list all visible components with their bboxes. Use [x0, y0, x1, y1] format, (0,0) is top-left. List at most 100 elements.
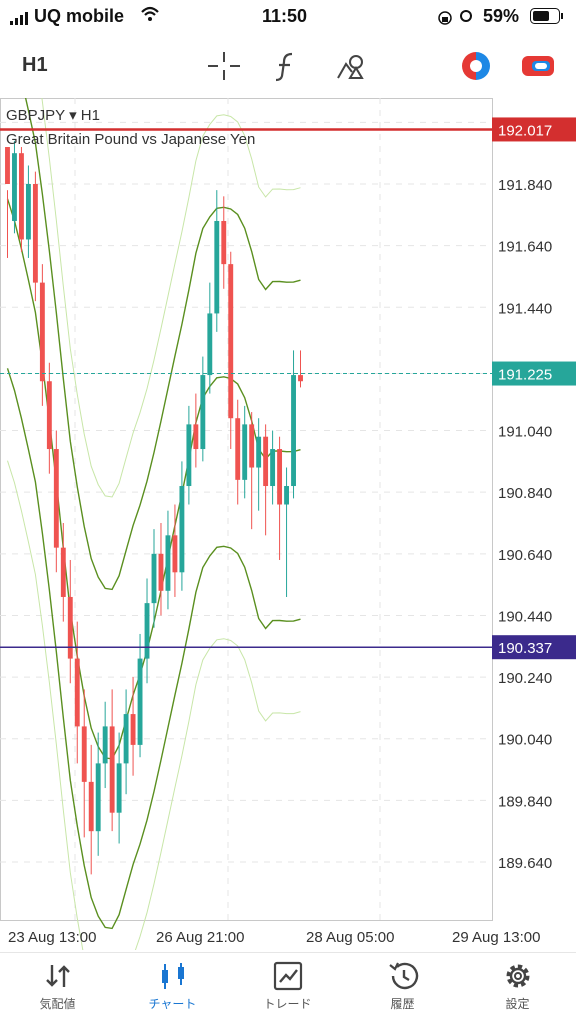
signal-icon [10, 9, 30, 30]
timeframe-button[interactable]: H1 [22, 54, 48, 76]
time-tick-label: 28 Aug 05:00 [306, 929, 394, 946]
battery-icon [530, 8, 564, 29]
candle-body [284, 486, 289, 505]
time-tick-label: 23 Aug 13:00 [8, 929, 96, 946]
trade-chart-icon [273, 961, 302, 991]
candle-body [193, 424, 199, 450]
symbol-description: Great Britain Pound vs Japanese Yen [6, 131, 255, 148]
alarm-icon [458, 7, 474, 28]
nav-chart[interactable]: チャート [115, 953, 230, 1025]
chart-toolbar: H1 [0, 40, 576, 92]
candle-body [186, 424, 192, 487]
ask-price-box [492, 117, 576, 142]
candle-body [228, 264, 234, 419]
settings-icon [506, 964, 529, 988]
level-price-box [492, 635, 576, 660]
candle-body [200, 375, 206, 450]
candle-body [179, 486, 185, 573]
candle-body [39, 282, 45, 382]
candle-body [130, 714, 136, 745]
candle-body [172, 535, 178, 573]
lock-rotation-icon [438, 9, 452, 30]
lower-band [6, 368, 301, 930]
candle-body [123, 714, 129, 764]
candle-body [81, 726, 87, 782]
candle-body [137, 658, 143, 745]
candle-body [109, 726, 115, 813]
candle-body [53, 449, 59, 548]
nav-history-label: 履歴 [390, 997, 415, 1011]
candle-body [95, 763, 101, 832]
candle-body [25, 184, 31, 240]
candle-body [88, 781, 94, 832]
candle-body [5, 147, 10, 184]
candle-body [32, 184, 38, 283]
candle-body [46, 381, 52, 450]
middle-band [6, 198, 301, 760]
quotes-icon [45, 965, 70, 987]
plot-border [0, 98, 493, 921]
level-price-label: 190.337 [498, 640, 552, 657]
candle-body [12, 153, 17, 221]
battery-percent: 59% [483, 6, 520, 26]
nav-history[interactable]: 履歴 [345, 953, 460, 1025]
wifi-icon [140, 6, 160, 27]
clock-label: 11:50 [262, 6, 308, 26]
candle-body [67, 596, 73, 659]
function-icon[interactable] [270, 50, 306, 82]
switch-icon[interactable] [520, 50, 556, 82]
nav-settings[interactable]: 設定 [460, 953, 575, 1025]
candle-body [242, 424, 248, 480]
candle-body [277, 449, 283, 505]
bid-price-box [492, 361, 576, 386]
crosshair-icon[interactable] [206, 50, 242, 82]
nav-chart-label: チャート [148, 997, 197, 1011]
nav-trade-label: トレード [263, 997, 312, 1011]
carrier-label: UQ mobile [34, 6, 125, 26]
nav-trade[interactable]: トレード [230, 953, 345, 1025]
nav-quotes[interactable]: 気配値 [0, 953, 115, 1025]
candle-body [214, 220, 220, 314]
price-tick-label: 190.040 [498, 732, 552, 749]
price-tick-label: 189.840 [498, 793, 552, 810]
candle-body [144, 603, 150, 659]
candle-body [151, 553, 157, 604]
price-tick-label: 191.840 [498, 177, 552, 194]
bid-price-label: 191.225 [498, 367, 552, 384]
status-bar: UQ mobile 11:50 59% [0, 0, 576, 34]
candle-body [263, 436, 269, 487]
candle-body [158, 553, 164, 591]
candle-body [291, 375, 296, 487]
symbol-label: GBPJPY ▾ H1 [6, 107, 100, 124]
price-tick-label: 191.440 [498, 300, 552, 317]
price-tick-label: 190.240 [498, 670, 552, 687]
objects-icon[interactable] [334, 50, 370, 82]
history-icon [388, 962, 418, 990]
trade-icon[interactable] [458, 50, 494, 82]
candle-body [116, 763, 122, 813]
bottom-nav: 気配値 チャート トレード 履歴 設定 [0, 952, 576, 1025]
price-tick-label: 191.040 [498, 424, 552, 441]
candle-body [207, 313, 213, 376]
ask-price-label: 192.017 [498, 122, 552, 139]
candle-body [270, 449, 276, 487]
candle-body [19, 153, 24, 240]
price-tick-label: 191.640 [498, 239, 552, 256]
outer-upper-band [23, 0, 301, 498]
candle-body [298, 375, 303, 382]
candle-body [60, 547, 66, 597]
nav-settings-label: 設定 [505, 997, 530, 1011]
candle-body [249, 424, 255, 468]
price-tick-label: 190.640 [498, 547, 552, 564]
price-tick-label: 189.640 [498, 855, 552, 872]
price-tick-label: 190.440 [498, 608, 552, 625]
candle-body [235, 418, 241, 480]
upper-band [6, 29, 301, 591]
chart-icon [161, 963, 184, 989]
nav-quotes-label: 気配値 [39, 997, 76, 1011]
candle-body [102, 726, 108, 764]
outer-lower-band [7, 460, 301, 1022]
time-tick-label: 26 Aug 21:00 [156, 929, 244, 946]
